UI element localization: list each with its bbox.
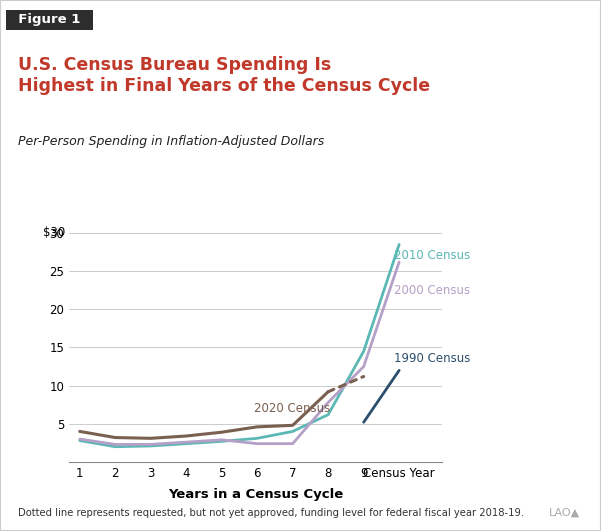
Text: Figure 1: Figure 1	[9, 13, 90, 26]
Text: 2010 Census: 2010 Census	[394, 250, 470, 262]
Text: Per-Person Spending in Inflation-Adjusted Dollars: Per-Person Spending in Inflation-Adjuste…	[18, 135, 325, 148]
Text: LAO▲: LAO▲	[549, 508, 580, 518]
X-axis label: Years in a Census Cycle: Years in a Census Cycle	[168, 488, 343, 501]
Text: 2020 Census: 2020 Census	[254, 402, 330, 415]
Text: 1990 Census: 1990 Census	[394, 353, 470, 365]
Text: Dotted line represents requested, but not yet approved, funding level for federa: Dotted line represents requested, but no…	[18, 508, 524, 518]
Text: U.S. Census Bureau Spending Is
Highest in Final Years of the Census Cycle: U.S. Census Bureau Spending Is Highest i…	[18, 56, 430, 95]
Text: $30: $30	[43, 227, 66, 239]
Text: 2000 Census: 2000 Census	[394, 284, 470, 297]
